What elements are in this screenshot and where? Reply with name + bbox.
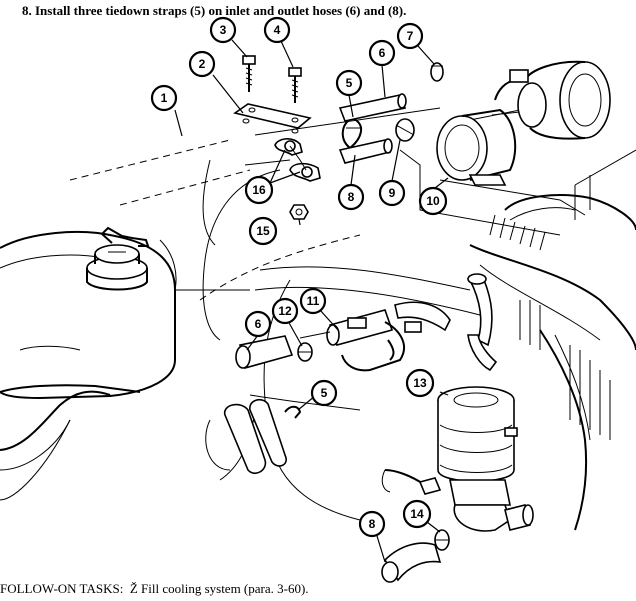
hose-clamp-14 [434, 529, 450, 551]
callout-1: 1 [150, 84, 178, 112]
callout-9: 9 [378, 179, 406, 207]
hose-8-bottom [381, 542, 442, 583]
callout-13: 13 [405, 368, 435, 398]
callout-12: 12 [271, 297, 299, 325]
nut-15 [289, 204, 309, 220]
svg-text:2: 2 [199, 57, 206, 71]
engine-block [469, 194, 636, 531]
callout-10: 10 [418, 186, 448, 216]
screw-4 [288, 67, 302, 103]
filter-base [381, 469, 534, 532]
hose-clamp-12 [297, 342, 313, 362]
callout-14: 14 [402, 499, 432, 529]
svg-text:3: 3 [220, 23, 227, 37]
callout-8-bottom: 8 [358, 510, 386, 538]
radiator-tank [0, 231, 250, 501]
svg-text:9: 9 [389, 186, 396, 200]
callout-5-bottom: 5 [310, 379, 338, 407]
hose-8-top [338, 138, 393, 164]
callout-6-top: 6 [368, 39, 396, 67]
callout-11: 11 [299, 287, 327, 315]
radiator-cap [86, 226, 150, 291]
svg-text:5: 5 [346, 76, 353, 90]
leader-lines [174, 39, 449, 563]
svg-text:10: 10 [426, 194, 440, 208]
svg-text:16: 16 [252, 183, 266, 197]
tiedown-strap-top [341, 117, 363, 150]
shutoff-valve-11 [299, 301, 451, 372]
svg-text:4: 4 [274, 23, 281, 37]
svg-text:14: 14 [410, 507, 424, 521]
svg-text:8: 8 [369, 517, 376, 531]
coolant-filter-13 [437, 386, 518, 482]
callout-8-top: 8 [337, 183, 365, 211]
hose-6-top [338, 93, 407, 122]
callout-16: 16 [244, 175, 274, 205]
svg-text:1: 1 [161, 91, 168, 105]
callout-6-mid: 6 [244, 310, 272, 338]
follow-on-tasks: FOLLOW-ON TASKS: Ž Fill cooling system (… [0, 581, 309, 597]
follow-on-text: Fill cooling system (para. 3-60). [141, 581, 309, 596]
svg-text:8: 8 [348, 190, 355, 204]
svg-text:11: 11 [307, 294, 320, 308]
overflow-tube [202, 169, 281, 341]
svg-text:15: 15 [256, 224, 270, 238]
tiedown-strap-bottom [205, 398, 302, 475]
svg-text:6: 6 [255, 317, 262, 331]
svg-text:12: 12 [278, 304, 292, 318]
svg-text:5: 5 [321, 386, 328, 400]
vertical-coolant-hose [467, 273, 498, 372]
hose-clamp-9 [395, 118, 415, 142]
callout-7: 7 [396, 22, 424, 50]
svg-text:6: 6 [379, 46, 386, 60]
hose-6-middle [235, 335, 294, 369]
callout-15: 15 [248, 216, 278, 246]
hose-clamp-7 [430, 62, 444, 82]
svg-text:13: 13 [413, 376, 427, 390]
mounting-bracket [233, 103, 312, 134]
callout-2: 2 [188, 50, 216, 78]
screw-3 [242, 55, 256, 92]
callout-3: 3 [209, 16, 237, 44]
callout-5-top: 5 [335, 69, 363, 97]
upper-outlet-pipe [494, 60, 611, 140]
bullet-glyph: Ž [129, 581, 138, 596]
instruction-step-8: 8. Install three tiedown straps (5) on i… [22, 3, 407, 18]
clamp-assembly-16 [274, 138, 321, 182]
svg-text:7: 7 [407, 29, 414, 43]
thermostat-housing [436, 108, 521, 186]
callout-4: 4 [263, 16, 291, 44]
follow-on-label: FOLLOW-ON TASKS: [0, 581, 124, 596]
